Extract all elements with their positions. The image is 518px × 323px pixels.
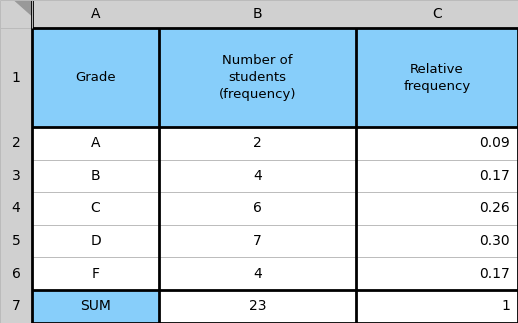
Text: 4: 4 xyxy=(253,267,262,281)
Bar xyxy=(32,160,159,192)
Bar xyxy=(32,192,159,225)
Text: 7: 7 xyxy=(12,299,20,313)
Text: 1: 1 xyxy=(11,71,21,85)
Bar xyxy=(32,28,159,127)
Text: C: C xyxy=(91,202,100,215)
Bar xyxy=(0,28,32,127)
Bar xyxy=(159,28,356,127)
Bar xyxy=(356,160,518,192)
Bar xyxy=(32,290,159,323)
Text: 6: 6 xyxy=(11,267,21,281)
Bar xyxy=(0,127,32,160)
Text: A: A xyxy=(91,136,100,150)
Bar xyxy=(159,192,356,225)
Bar xyxy=(0,225,32,257)
Text: 0.17: 0.17 xyxy=(480,169,510,183)
Bar xyxy=(0,192,32,225)
Bar xyxy=(356,192,518,225)
Bar xyxy=(356,257,518,290)
Text: 0.26: 0.26 xyxy=(480,202,510,215)
Bar xyxy=(32,127,159,160)
Bar xyxy=(159,257,356,290)
Text: 1: 1 xyxy=(501,299,510,313)
Bar xyxy=(356,290,518,323)
Text: 0.30: 0.30 xyxy=(480,234,510,248)
Text: C: C xyxy=(432,7,442,21)
Text: D: D xyxy=(90,234,101,248)
Text: 0.17: 0.17 xyxy=(480,267,510,281)
Bar xyxy=(0,290,32,323)
Text: SUM: SUM xyxy=(80,299,111,313)
Text: Number of
students
(frequency): Number of students (frequency) xyxy=(219,54,296,101)
Text: 23: 23 xyxy=(249,299,266,313)
Bar xyxy=(32,0,159,28)
Text: 7: 7 xyxy=(253,234,262,248)
Bar xyxy=(0,0,32,28)
Bar xyxy=(32,225,159,257)
Bar xyxy=(356,28,518,127)
Bar xyxy=(356,225,518,257)
Bar xyxy=(159,160,356,192)
Text: 2: 2 xyxy=(253,136,262,150)
Text: 5: 5 xyxy=(12,234,20,248)
Text: 2: 2 xyxy=(12,136,20,150)
Bar xyxy=(356,0,518,28)
Bar xyxy=(356,127,518,160)
Text: B: B xyxy=(91,169,100,183)
Bar xyxy=(159,127,356,160)
Text: A: A xyxy=(91,7,100,21)
Text: 0.09: 0.09 xyxy=(480,136,510,150)
Text: 3: 3 xyxy=(12,169,20,183)
Bar xyxy=(32,257,159,290)
Bar xyxy=(159,225,356,257)
Text: 4: 4 xyxy=(12,202,20,215)
Bar xyxy=(159,290,356,323)
Text: Grade: Grade xyxy=(75,71,116,84)
Text: B: B xyxy=(253,7,262,21)
Polygon shape xyxy=(15,0,32,16)
Bar xyxy=(159,0,356,28)
Bar xyxy=(0,257,32,290)
Bar xyxy=(0,160,32,192)
Text: 4: 4 xyxy=(253,169,262,183)
Text: Relative
frequency: Relative frequency xyxy=(404,63,470,93)
Text: F: F xyxy=(92,267,99,281)
Text: 6: 6 xyxy=(253,202,262,215)
